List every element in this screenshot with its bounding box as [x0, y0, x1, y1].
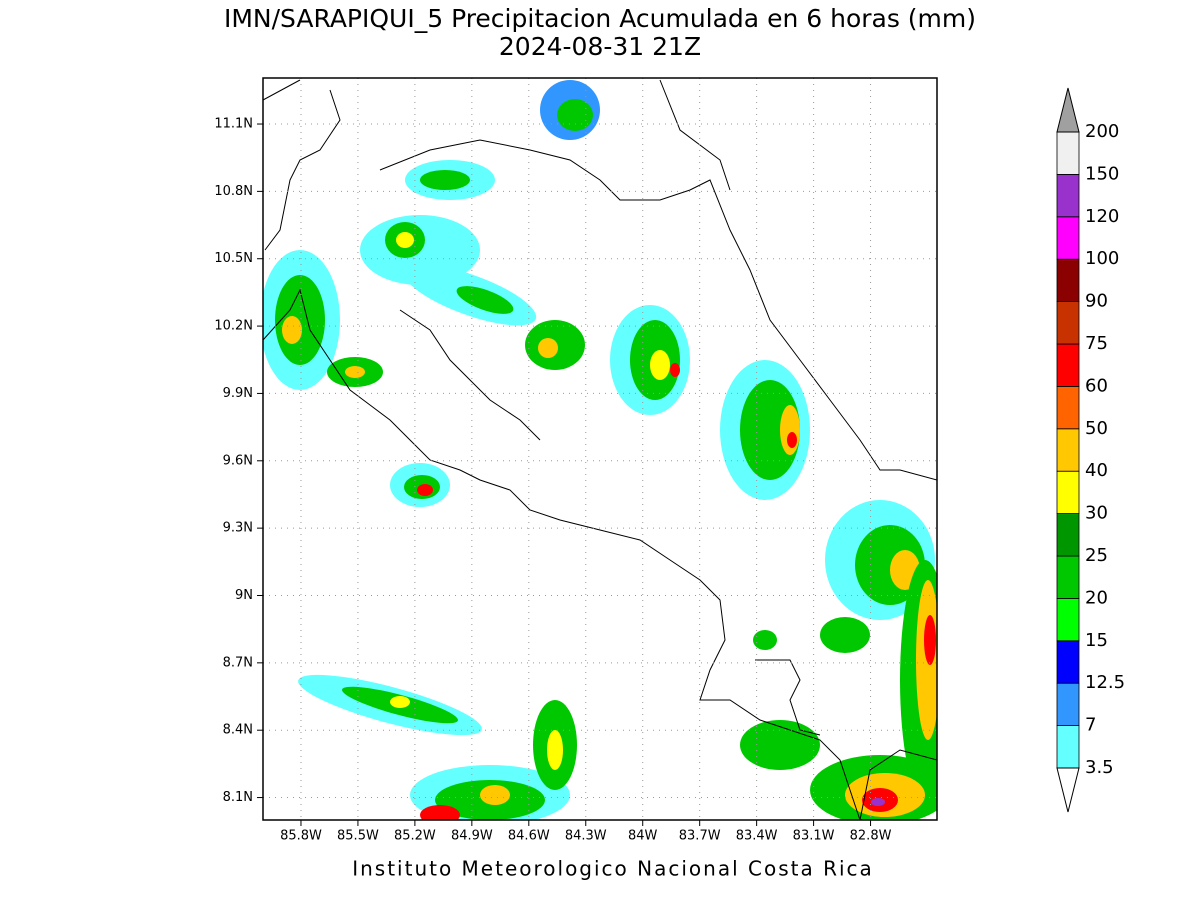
colorbar-label: 150 [1085, 163, 1119, 184]
colorbar-box [1056, 216, 1080, 260]
lat-tick-label: 10.2N [214, 319, 253, 334]
colorbar-box [1056, 598, 1080, 642]
lon-tick-label: 84.9W [451, 829, 493, 844]
lat-tick-label: 10.5N [214, 251, 253, 266]
colorbar-label: 30 [1085, 503, 1108, 524]
colorbar-label: 75 [1085, 333, 1108, 354]
colorbar-label: 90 [1085, 291, 1108, 312]
lat-tick-label: 10.8N [214, 184, 253, 199]
lon-tick-label: 84.3W [565, 829, 607, 844]
footer: Instituto Meteorologico Nacional Costa R… [352, 857, 874, 881]
colorbar-over [1056, 87, 1080, 133]
lat-tick-label: 8.1N [223, 790, 253, 805]
colorbar-label: 50 [1085, 418, 1108, 439]
lon-tick-label: 83.4W [736, 829, 778, 844]
colorbar: 3.5 7 12.5 15 20 25 30 40 50 60 75 90 100 120 150 200 [1056, 87, 1125, 813]
colorbar-box [1056, 640, 1080, 684]
lat-tick-label: 9.9N [223, 386, 253, 401]
map-frame [262, 77, 938, 821]
lon-tick-label: 85.2W [394, 829, 436, 844]
colorbar-box [1056, 131, 1080, 175]
lat-tick-label: 8.7N [223, 655, 253, 670]
colorbar-box [1056, 682, 1080, 727]
lon-tick-label: 85.5W [337, 829, 379, 844]
colorbar-box [1056, 470, 1080, 515]
lat-tick-label: 9.6N [223, 453, 253, 468]
lat-tick-label: 11.1N [214, 117, 253, 132]
colorbar-box [1056, 428, 1080, 472]
colorbar-box [1056, 301, 1080, 345]
lon-tick-label: 84.6W [508, 829, 550, 844]
lat-tick-label: 9N [235, 588, 253, 603]
subtitle: 2024-08-31 21Z [499, 32, 701, 61]
colorbar-box [1056, 555, 1080, 599]
colorbar-box [1056, 725, 1080, 769]
colorbar-box [1056, 173, 1080, 218]
precip-field [263, 79, 937, 820]
colorbar-label: 25 [1085, 545, 1108, 566]
colorbar-box [1056, 343, 1080, 387]
lon-tick-label: 82.8W [850, 829, 892, 844]
colorbar-label: 40 [1085, 460, 1108, 481]
colorbar-label: 7 [1085, 715, 1096, 736]
colorbar-under [1056, 767, 1080, 813]
colorbar-label: 60 [1085, 375, 1108, 396]
lon-tick-label: 84W [628, 829, 658, 844]
lon-tick-label: 85.8W [280, 829, 322, 844]
colorbar-label: 200 [1085, 121, 1119, 142]
colorbar-label: 3.5 [1085, 757, 1114, 778]
colorbar-label: 12.5 [1085, 672, 1125, 693]
title: IMN/SARAPIQUI_5 Precipitacion Acumulada … [224, 4, 976, 33]
colorbar-box [1056, 385, 1080, 430]
colorbar-label: 120 [1085, 206, 1119, 227]
lat-tick-label: 8.4N [223, 723, 253, 738]
graticule: 85.8W 85.5W 85.2W 84.9W 84.6W 84.3W 84W 83.7W 83… [214, 78, 937, 844]
lon-tick-label: 83.7W [679, 829, 721, 844]
colorbar-box [1056, 513, 1080, 557]
colorbar-label: 100 [1085, 248, 1119, 269]
colorbar-label: 20 [1085, 587, 1108, 608]
lat-tick-label: 9.3N [223, 521, 253, 536]
lon-tick-label: 83.1W [793, 829, 835, 844]
rain-areas [263, 80, 937, 820]
colorbar-label: 15 [1085, 630, 1108, 651]
colorbar-box [1056, 258, 1080, 303]
